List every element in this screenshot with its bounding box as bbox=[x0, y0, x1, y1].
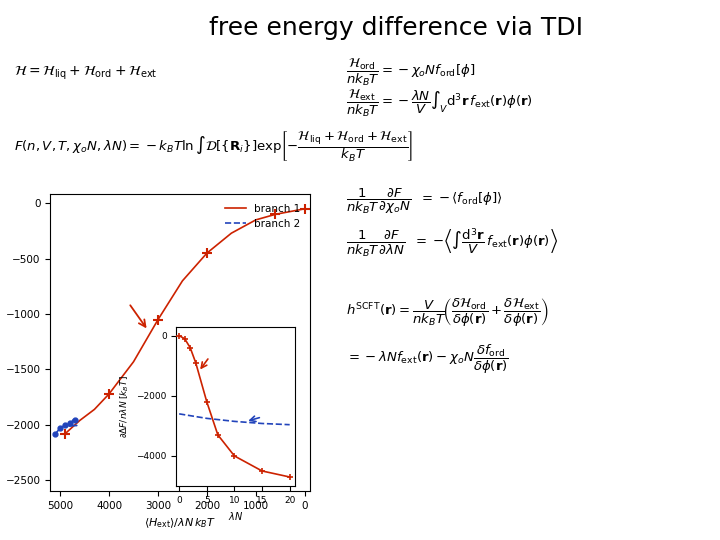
Text: $\dfrac{1}{nk_BT}\dfrac{\partial F}{\partial \chi_oN}$  $= -\langle f_{\mathrm{o: $\dfrac{1}{nk_BT}\dfrac{\partial F}{\par… bbox=[346, 186, 502, 215]
Text: $\dfrac{1}{nk_BT}\dfrac{\partial F}{\partial \lambda N}$  $= -\!\left\langle \in: $\dfrac{1}{nk_BT}\dfrac{\partial F}{\par… bbox=[346, 226, 558, 259]
Text: $\mathcal{H} = \mathcal{H}_{\mathrm{liq}} + \mathcal{H}_{\mathrm{ord}} + \mathca: $\mathcal{H} = \mathcal{H}_{\mathrm{liq}… bbox=[14, 65, 158, 82]
Text: $= -\lambda N f_{\mathrm{ext}}(\mathbf{r}) - \chi_oN\dfrac{\delta f_{\mathrm{ord: $= -\lambda N f_{\mathrm{ext}}(\mathbf{r… bbox=[346, 343, 508, 376]
Text: $h^{\mathrm{SCFT}}(\mathbf{r}) = \dfrac{V}{nk_BT}\!\left(\dfrac{\delta\mathcal{H: $h^{\mathrm{SCFT}}(\mathbf{r}) = \dfrac{… bbox=[346, 297, 548, 329]
Text: free energy difference via TDI: free energy difference via TDI bbox=[209, 16, 583, 40]
X-axis label: $\langle H_{\mathrm{ext}}\rangle/\lambda N\, k_BT$: $\langle H_{\mathrm{ext}}\rangle/\lambda… bbox=[144, 517, 216, 530]
Text: $F(n,V,T,\chi_oN,\lambda N) = -k_BT \ln \int \mathcal{D}[\{\mathbf{R}_i\}]\exp\!: $F(n,V,T,\chi_oN,\lambda N) = -k_BT \ln … bbox=[14, 129, 413, 163]
Legend: branch 1, branch 2: branch 1, branch 2 bbox=[220, 200, 305, 233]
X-axis label: $\lambda N$: $\lambda N$ bbox=[228, 510, 243, 522]
Text: $\dfrac{\mathcal{H}_{\mathrm{ext}}}{nk_BT} = -\dfrac{\lambda N}{V}\int_V \mathrm: $\dfrac{\mathcal{H}_{\mathrm{ext}}}{nk_B… bbox=[346, 87, 533, 119]
Text: $\dfrac{\mathcal{H}_{\mathrm{ord}}}{nk_BT} = -\chi_o N f_{\mathrm{ord}}[\phi]$: $\dfrac{\mathcal{H}_{\mathrm{ord}}}{nk_B… bbox=[346, 57, 475, 88]
Y-axis label: $\partial\Delta F/n\lambda N\;[k_BT]$: $\partial\Delta F/n\lambda N\;[k_BT]$ bbox=[118, 375, 131, 438]
